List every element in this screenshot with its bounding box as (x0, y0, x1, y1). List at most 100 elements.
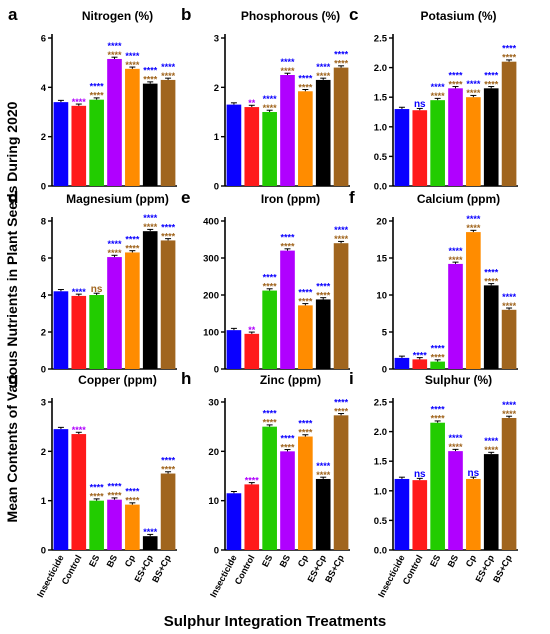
panel-title: Zinc (ppm) (260, 373, 321, 387)
bar-es (430, 100, 445, 186)
panel-letter: c (349, 5, 358, 24)
y-tick-label: 3 (214, 34, 219, 45)
significance-label: **** (161, 465, 176, 475)
significance-label: **** (72, 287, 87, 297)
significance-label: **** (90, 91, 105, 101)
y-tick-label: 100 (203, 328, 219, 339)
significance-label: **** (484, 445, 499, 455)
bar-es (430, 361, 445, 369)
significance-label: ns (91, 284, 103, 295)
bar-insecticide (53, 429, 69, 550)
bar-bs (107, 499, 122, 550)
significance-label: **** (502, 292, 517, 302)
significance-label: **** (125, 496, 140, 506)
significance-label: **** (72, 425, 87, 435)
panel-letter: h (181, 369, 191, 388)
significance-label: **** (502, 44, 517, 54)
y-tick-label: 1 (41, 496, 47, 507)
y-tick-label: 1 (214, 132, 220, 143)
significance-label: **** (72, 97, 87, 107)
y-tick-label: 0 (214, 365, 219, 376)
y-tick-label: 0.5 (374, 516, 388, 527)
significance-label: **** (334, 50, 349, 60)
significance-label: **** (448, 79, 463, 89)
y-tick-label: 4 (41, 83, 47, 94)
significance-label: **** (431, 344, 446, 354)
significance-label: **** (316, 290, 331, 300)
y-tick-label: 300 (203, 254, 219, 265)
bar-control (412, 359, 428, 369)
y-tick-label: 2.5 (374, 34, 388, 45)
panel-letter: a (8, 5, 18, 24)
significance-label: **** (143, 222, 158, 232)
bar-bs (448, 88, 463, 186)
bar-es-cp (142, 231, 158, 369)
bar-es (430, 422, 445, 550)
category-label: BS (105, 553, 120, 569)
significance-label: ** (248, 325, 256, 335)
significance-label: **** (316, 461, 331, 471)
bar-bs (448, 263, 463, 369)
bar-es (262, 112, 277, 186)
y-tick-label: 0.5 (374, 152, 388, 163)
bar-es-cp (315, 299, 331, 369)
significance-label: **** (448, 433, 463, 443)
panels: a Nitrogen (%)0246***********************… (8, 5, 518, 599)
significance-label: **** (90, 483, 105, 493)
bar-es-cp (483, 454, 499, 550)
significance-label: **** (125, 234, 140, 244)
significance-label: **** (298, 296, 313, 306)
y-tick-label: 0 (41, 546, 46, 557)
panel-letter: e (181, 188, 190, 207)
bar-insecticide (226, 493, 242, 550)
bar-es-cp (483, 88, 499, 186)
category-label: BS (446, 553, 461, 569)
y-tick-label: 0 (382, 365, 387, 376)
significance-label: **** (413, 350, 428, 360)
significance-label: **** (502, 409, 517, 419)
significance-label: **** (107, 41, 122, 51)
significance-label: **** (161, 456, 176, 466)
significance-label: **** (334, 234, 349, 244)
bar-es (89, 99, 104, 186)
significance-label: **** (280, 233, 295, 243)
significance-label: **** (502, 53, 517, 63)
significance-label: **** (161, 71, 176, 81)
category-label: Insecticide (208, 553, 239, 599)
significance-label: **** (484, 70, 499, 80)
bar-insecticide (394, 357, 410, 369)
significance-label: **** (263, 418, 278, 428)
bar-insecticide (226, 330, 242, 369)
panel-a: a Nitrogen (%)0246***********************… (8, 5, 177, 193)
significance-label: **** (316, 71, 331, 81)
panel-title: Nitrogen (%) (82, 9, 153, 23)
significance-label: **** (431, 405, 446, 415)
y-tick-label: 2.5 (374, 398, 388, 409)
bar-es (89, 500, 104, 550)
panel-title: Magnesium (ppm) (66, 192, 169, 206)
significance-label: **** (431, 82, 446, 92)
significance-label: **** (143, 527, 158, 537)
significance-label: **** (431, 91, 446, 101)
bar-bs (107, 58, 122, 186)
y-tick-label: 0 (214, 546, 219, 557)
significance-label: **** (298, 82, 313, 92)
bar-bs-cp (501, 61, 517, 186)
significance-label: **** (280, 57, 295, 67)
panel-title: Potasium (%) (420, 9, 496, 23)
significance-label: **** (448, 246, 463, 256)
bar-control (71, 434, 87, 550)
bar-control (412, 110, 428, 186)
y-tick-label: 2 (214, 83, 219, 94)
significance-label: **** (107, 248, 122, 258)
bar-bs-cp (501, 417, 517, 550)
significance-label: **** (161, 231, 176, 241)
significance-label: **** (502, 301, 517, 311)
significance-label: ** (248, 98, 256, 108)
bar-es (89, 295, 104, 369)
bar-bs-cp (160, 473, 176, 550)
panel-title: Calcium (ppm) (417, 192, 500, 206)
significance-label: **** (298, 73, 313, 83)
significance-label: ns (414, 469, 426, 480)
y-tick-label: 0.0 (374, 546, 387, 557)
